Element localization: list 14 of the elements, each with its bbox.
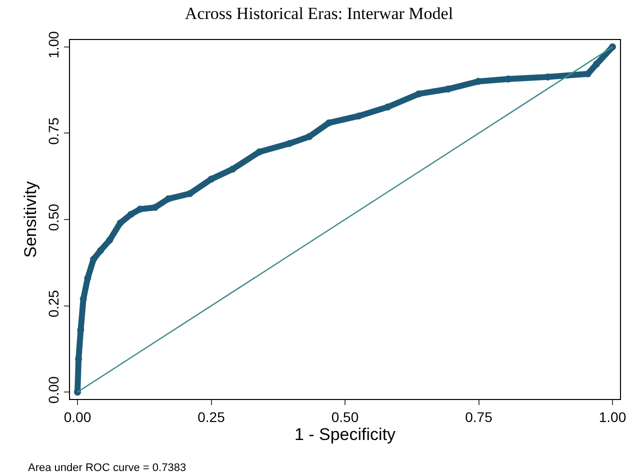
x-tick-label: 0.25: [198, 408, 226, 425]
text: Area under ROC curve = 0.7383: [28, 462, 186, 474]
chart-title: Across Historical Eras: Interwar Model: [184, 4, 454, 24]
y-tick-label: 1.00: [45, 30, 62, 58]
y-axis-title: Sensitivity: [20, 180, 40, 258]
y-tick-label: 0.75: [45, 117, 62, 145]
x-tick-label: 1.00: [598, 408, 626, 425]
x-tick-label: 0.50: [331, 408, 359, 425]
x-tick-label: 0.75: [465, 408, 493, 425]
y-tick-label: 0.25: [45, 290, 62, 318]
x-tick-label: 0.00: [64, 408, 92, 425]
y-tick-label: 0.50: [45, 204, 62, 232]
x-axis-title: 1 - Specificity: [294, 424, 396, 444]
y-tick-label: 0.00: [45, 376, 62, 404]
